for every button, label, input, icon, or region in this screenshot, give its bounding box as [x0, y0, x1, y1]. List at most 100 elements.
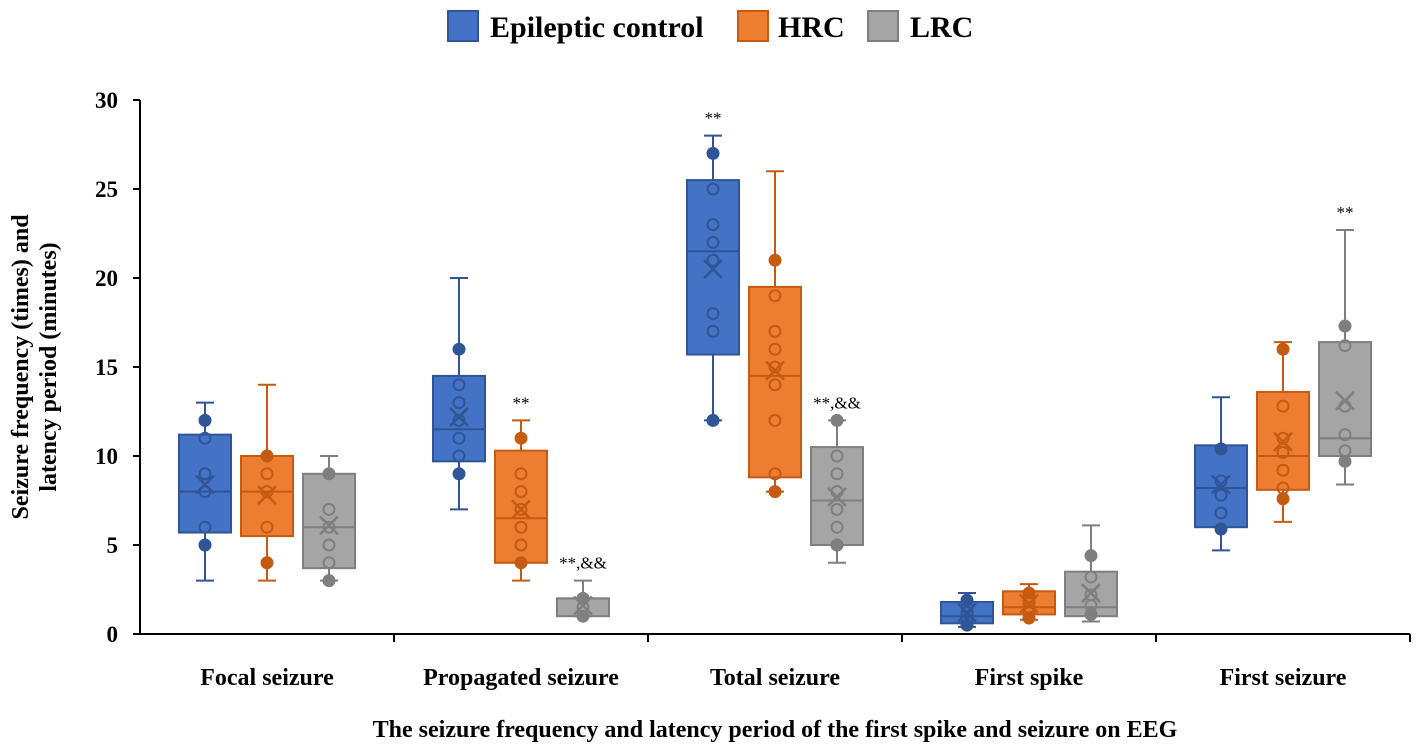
data-point	[514, 485, 528, 499]
data-point	[1022, 586, 1036, 600]
data-point	[322, 574, 336, 588]
y-tick-label: 10	[95, 444, 118, 469]
data-point	[706, 146, 720, 160]
mean-marker	[703, 259, 723, 279]
data-point	[706, 324, 720, 338]
data-point	[452, 396, 466, 410]
box-lrc: **,&&	[810, 393, 864, 564]
y-tick-label: 20	[95, 266, 118, 291]
significance-label: **,&&	[559, 554, 607, 573]
x-category-label: First seizure	[1220, 665, 1347, 691]
data-point	[768, 342, 782, 356]
data-point	[830, 413, 844, 427]
box-hrc	[240, 383, 294, 582]
data-point	[452, 378, 466, 392]
mean-marker	[319, 515, 339, 536]
data-point	[452, 467, 466, 481]
data-point	[706, 307, 720, 321]
significance-label: **	[705, 109, 722, 128]
legend-swatch	[867, 10, 899, 42]
data-point	[830, 502, 844, 516]
legend-label: Epileptic control	[490, 11, 704, 44]
data-point	[198, 520, 212, 534]
box-epileptic-control	[432, 277, 486, 511]
x-axis-title: The seizure frequency and latency period…	[373, 717, 1178, 743]
data-point	[960, 606, 974, 620]
data-point	[1084, 549, 1098, 563]
data-point	[768, 324, 782, 338]
data-point	[768, 289, 782, 303]
data-point	[452, 431, 466, 445]
plot-area: ** ** **,&& **,&& **	[178, 109, 1372, 632]
data-point	[514, 467, 528, 481]
box-iqr	[494, 449, 548, 564]
data-point	[322, 556, 336, 570]
box-epileptic-control: **	[686, 109, 740, 427]
significance-label: **,&&	[813, 393, 861, 412]
box-epileptic-control	[178, 401, 232, 582]
data-point	[1214, 474, 1228, 488]
y-tick-label: 0	[107, 622, 119, 647]
data-point	[830, 538, 844, 552]
box-hrc	[1256, 341, 1310, 523]
x-category-label: First spike	[975, 665, 1084, 691]
data-point	[960, 600, 974, 614]
data-point	[768, 378, 782, 392]
x-category-label: Focal seizure	[200, 665, 334, 691]
data-point	[576, 591, 590, 605]
x-category-label: Propagated seizure	[423, 665, 619, 691]
data-point	[706, 413, 720, 427]
data-point	[514, 431, 528, 445]
data-point	[322, 467, 336, 481]
box-lrc	[1064, 524, 1118, 623]
y-tick-label: 30	[95, 88, 118, 113]
data-point	[830, 467, 844, 481]
data-point	[768, 253, 782, 267]
box-hrc: **	[494, 393, 548, 582]
data-point	[1214, 488, 1228, 502]
data-point	[260, 485, 274, 499]
box-epileptic-control	[940, 592, 994, 632]
data-point	[706, 218, 720, 232]
box-iqr	[748, 285, 802, 479]
box-hrc	[1002, 583, 1056, 625]
data-point	[260, 449, 274, 463]
data-point	[1276, 399, 1290, 413]
data-point	[706, 182, 720, 196]
data-point	[514, 502, 528, 516]
data-point	[1338, 339, 1352, 353]
significance-label: **	[1337, 203, 1354, 222]
y-tick-label: 15	[95, 355, 118, 380]
legend-label: LRC	[910, 11, 973, 44]
data-point	[830, 520, 844, 534]
legend: Epileptic control HRC LRC	[447, 10, 973, 44]
box-lrc: **	[1318, 203, 1372, 486]
data-point	[198, 413, 212, 427]
data-point	[1022, 611, 1036, 625]
data-point	[514, 556, 528, 570]
box-lrc	[302, 455, 356, 588]
y-axis-title: Seizure frequency (times) and latency per…	[8, 214, 62, 520]
data-point	[1338, 454, 1352, 468]
data-point	[1338, 399, 1352, 413]
legend-label: HRC	[778, 11, 845, 44]
data-point	[260, 556, 274, 570]
data-point	[260, 520, 274, 534]
axes: 0 5 10 15 20 25 30 Focal seizure Propagated seiz…	[95, 88, 1411, 691]
mean-marker	[1081, 583, 1101, 603]
data-point	[768, 467, 782, 481]
y-tick-label: 5	[107, 533, 119, 558]
data-point	[768, 485, 782, 499]
x-category-label: Total seizure	[710, 665, 840, 691]
data-point	[260, 467, 274, 481]
data-point	[768, 413, 782, 427]
box-epileptic-control	[1194, 396, 1248, 552]
significance-label: **	[513, 393, 530, 412]
data-point	[452, 413, 466, 427]
data-point	[830, 449, 844, 463]
data-point	[1276, 492, 1290, 506]
y-axis-title-line: latency period (minutes)	[36, 242, 62, 491]
box-hrc	[748, 170, 802, 499]
data-point	[514, 520, 528, 534]
data-point	[1084, 570, 1098, 584]
